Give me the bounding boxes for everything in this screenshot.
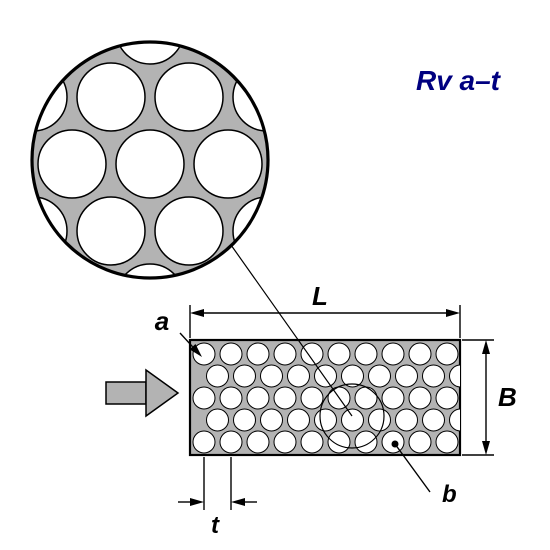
label-b-text: b [442,481,457,508]
dim-L-label: L [312,281,328,311]
perforated-sheet [190,340,472,455]
diagram-title: Rv a–t [416,65,502,96]
dim-B-label: B [498,382,517,412]
label-a-text: a [155,306,169,336]
perforation-diagram: L Bt a b Rv a–t [0,0,550,550]
dim-t-label: t [211,512,220,539]
